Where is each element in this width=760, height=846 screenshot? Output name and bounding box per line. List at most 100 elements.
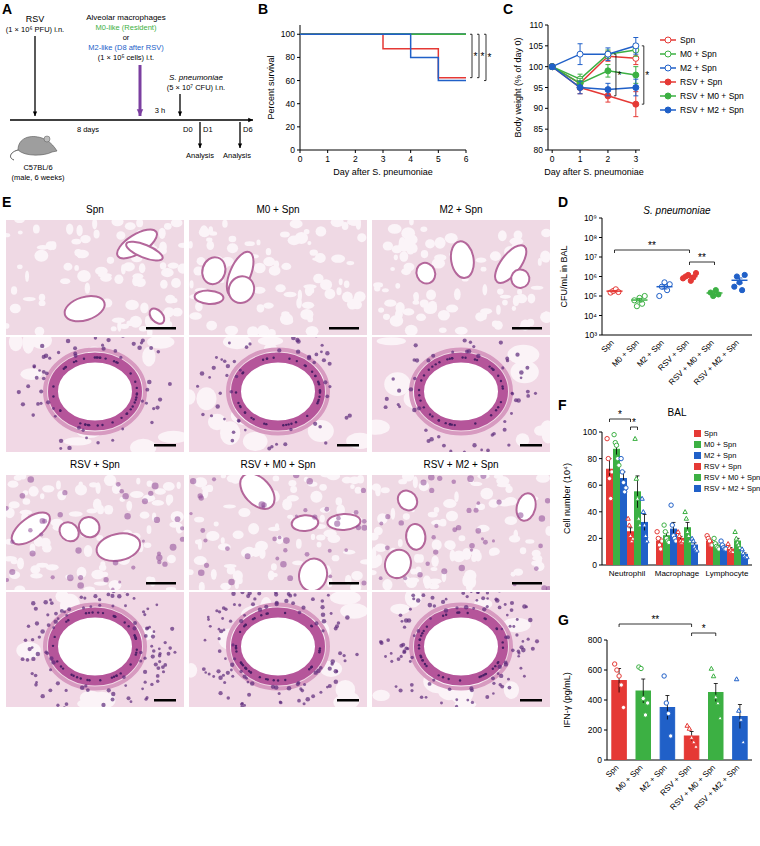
bronchiole [53,613,137,681]
nucleus [297,699,301,703]
nucleus [98,598,101,601]
nucleus [56,704,59,707]
nucleus [136,649,138,651]
alveolus [480,488,493,500]
point [677,534,681,538]
point [742,272,747,277]
nucleus [49,668,52,671]
alveolus [536,475,550,483]
y-axis-label: IFN-γ (pg/mL) [562,672,572,728]
nucleus [240,705,244,707]
nucleus [50,601,54,605]
submucosa [228,350,328,434]
infiltrate [385,514,390,519]
alveolus [244,241,254,246]
nucleus [85,437,88,440]
point [733,530,737,534]
nucleus [522,640,525,643]
nucleus [45,371,49,375]
alveolus [95,267,108,276]
nucleus [440,702,443,705]
alveolus [327,534,340,543]
nucleus [319,389,321,391]
nucleus [218,628,221,631]
alveolus [238,508,250,517]
nucleus [52,385,54,387]
nucleus [299,687,302,690]
alveolus [384,372,410,396]
alveolus [147,525,152,534]
nucleus [319,647,321,649]
legend-swatch [694,452,701,459]
infiltrate [305,552,310,557]
nucleus [132,405,134,407]
nucleus [34,674,38,678]
nucleus [230,669,233,672]
nucleus [244,667,246,669]
alveolus [354,291,365,302]
y-axis-line [300,25,301,150]
nucleus [345,416,349,420]
image-label: RSV + M2 + Spn [423,459,498,470]
alveolus [77,270,91,282]
nucleus [398,405,401,408]
alveolus [74,265,79,271]
alveolus [446,542,456,550]
alveolus [6,323,9,329]
alveolus [99,565,106,571]
x-tick-label: 1 [325,154,330,164]
nucleus [250,681,254,685]
nucleus [219,392,222,395]
infiltrate [162,561,167,566]
nucleus [98,604,101,607]
alveolus [489,548,499,556]
infiltrate [324,507,329,512]
infiltrate [51,575,55,579]
nucleus [126,412,128,414]
nucleus [123,592,128,593]
alveolus [20,368,42,380]
series-line [552,67,636,84]
alveolus [275,284,285,292]
alveolus [22,337,34,354]
nucleus [334,669,338,673]
nucleus [330,662,333,665]
nucleus [252,418,254,420]
nucleus [419,399,421,401]
nucleus [426,358,430,362]
nucleus [397,657,401,661]
nucleus [57,351,60,354]
schematic-text: (1 × 10⁵ cells) i.t. [98,53,154,62]
nucleus [240,592,244,594]
alveolus [540,311,550,322]
alveolus [434,507,440,513]
alveolus [504,681,519,699]
alveolus [130,439,156,452]
y-tick-label: 200 [588,725,602,735]
nucleus [26,384,30,388]
nucleus [99,357,101,359]
nucleus [107,688,111,692]
nucleus [215,609,218,612]
nucleus [216,669,220,673]
nucleus [474,422,476,424]
nucleus [511,392,514,395]
nucleus [500,401,502,403]
y-tick [604,670,607,671]
tissue-bg [6,337,184,452]
alveolus [177,482,181,489]
nucleus [495,598,500,603]
nucleus [498,606,502,610]
alveolus [104,505,113,515]
nucleus [527,638,530,641]
tissue-bg [372,475,550,590]
nucleus [135,398,137,400]
alveolus [282,498,292,510]
nucleus [77,426,81,430]
nucleus [431,354,435,358]
alveolus [200,225,208,236]
nucleus [338,651,342,655]
nucleus [318,383,320,385]
alveolus [432,539,442,550]
nucleus [86,688,90,692]
